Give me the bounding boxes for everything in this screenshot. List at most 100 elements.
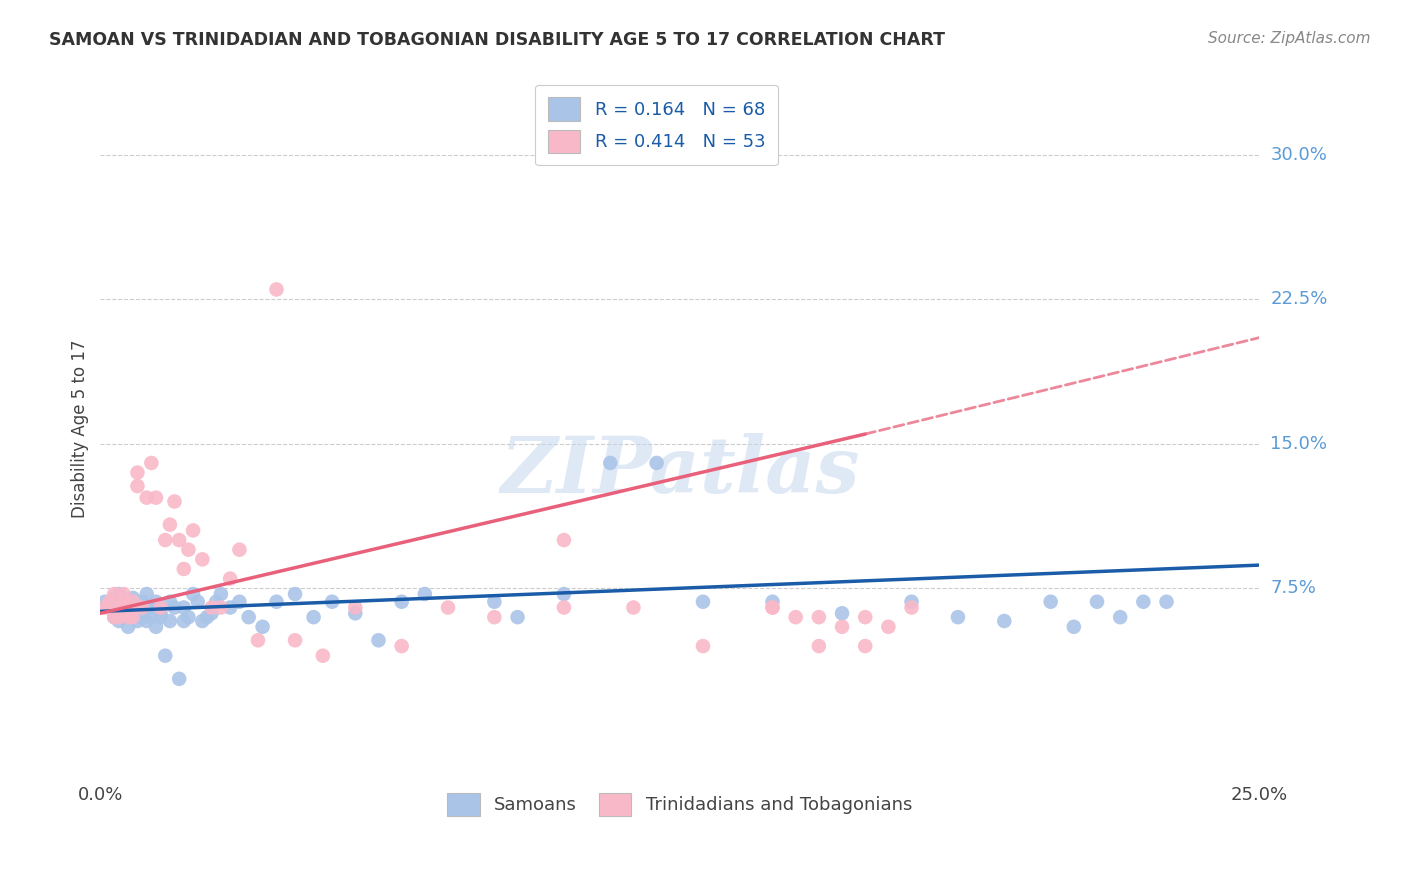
Point [117,610,139,624]
Point [761,600,783,615]
Point [127,466,149,480]
Point [108,600,131,615]
Point [900,600,922,615]
Point [201,607,224,621]
Point [117,595,139,609]
Point [623,600,645,615]
Point [761,595,783,609]
Text: SAMOAN VS TRINIDADIAN AND TOBAGONIAN DISABILITY AGE 5 TO 17 CORRELATION CHART: SAMOAN VS TRINIDADIAN AND TOBAGONIAN DIS… [49,31,945,49]
Point [191,614,214,628]
Text: Source: ZipAtlas.com: Source: ZipAtlas.com [1208,31,1371,46]
Point [761,600,783,615]
Point [163,494,186,508]
Point [177,610,200,624]
Point [692,595,714,609]
Point [284,633,307,648]
Point [135,491,157,505]
Point [900,595,922,609]
Point [228,595,250,609]
Point [155,648,177,663]
Point [191,552,214,566]
Point [149,610,172,624]
Point [219,572,242,586]
Point [155,533,177,547]
Point [103,591,125,605]
Point [228,542,250,557]
Point [1063,620,1085,634]
Point [173,562,195,576]
Point [877,620,900,634]
Point [853,610,876,624]
Point [209,600,232,615]
Point [127,614,149,628]
Point [141,456,163,470]
Point [553,600,575,615]
Point [367,633,389,648]
Point [321,595,343,609]
Point [117,620,139,634]
Point [1039,595,1062,609]
Point [201,600,224,615]
Point [103,610,125,624]
Point [141,610,163,624]
Point [135,587,157,601]
Point [167,672,190,686]
Point [163,600,186,615]
Point [195,610,218,624]
Point [145,620,167,634]
Point [599,456,621,470]
Point [993,614,1015,628]
Point [131,595,153,609]
Point [1132,595,1154,609]
Point [127,600,149,615]
Point [173,600,195,615]
Point [149,607,172,621]
Point [112,610,135,624]
Point [103,587,125,601]
Point [94,600,117,615]
Point [205,595,228,609]
Point [159,614,181,628]
Point [149,600,172,615]
Point [98,600,121,615]
Point [692,639,714,653]
Point [131,610,153,624]
Point [252,620,274,634]
Point [159,517,181,532]
Point [1156,595,1178,609]
Point [173,614,195,628]
Legend: Samoans, Trinidadians and Tobagonians: Samoans, Trinidadians and Tobagonians [439,783,921,825]
Point [946,610,969,624]
Point [108,587,131,601]
Point [135,614,157,628]
Point [131,600,153,615]
Point [413,587,436,601]
Point [108,610,131,624]
Point [831,620,853,634]
Text: ZIPatlas: ZIPatlas [501,434,859,509]
Point [112,587,135,601]
Point [266,283,288,297]
Point [181,587,204,601]
Point [246,633,269,648]
Point [785,610,807,624]
Point [159,595,181,609]
Point [302,610,325,624]
Point [177,542,200,557]
Point [344,600,367,615]
Text: 30.0%: 30.0% [1271,145,1327,163]
Point [141,600,163,615]
Point [831,607,853,621]
Point [344,607,367,621]
Point [181,524,204,538]
Point [312,648,335,663]
Point [108,614,131,628]
Point [1085,595,1108,609]
Point [553,587,575,601]
Point [391,595,413,609]
Point [187,595,209,609]
Point [117,600,139,615]
Point [506,610,529,624]
Point [645,456,668,470]
Point [437,600,460,615]
